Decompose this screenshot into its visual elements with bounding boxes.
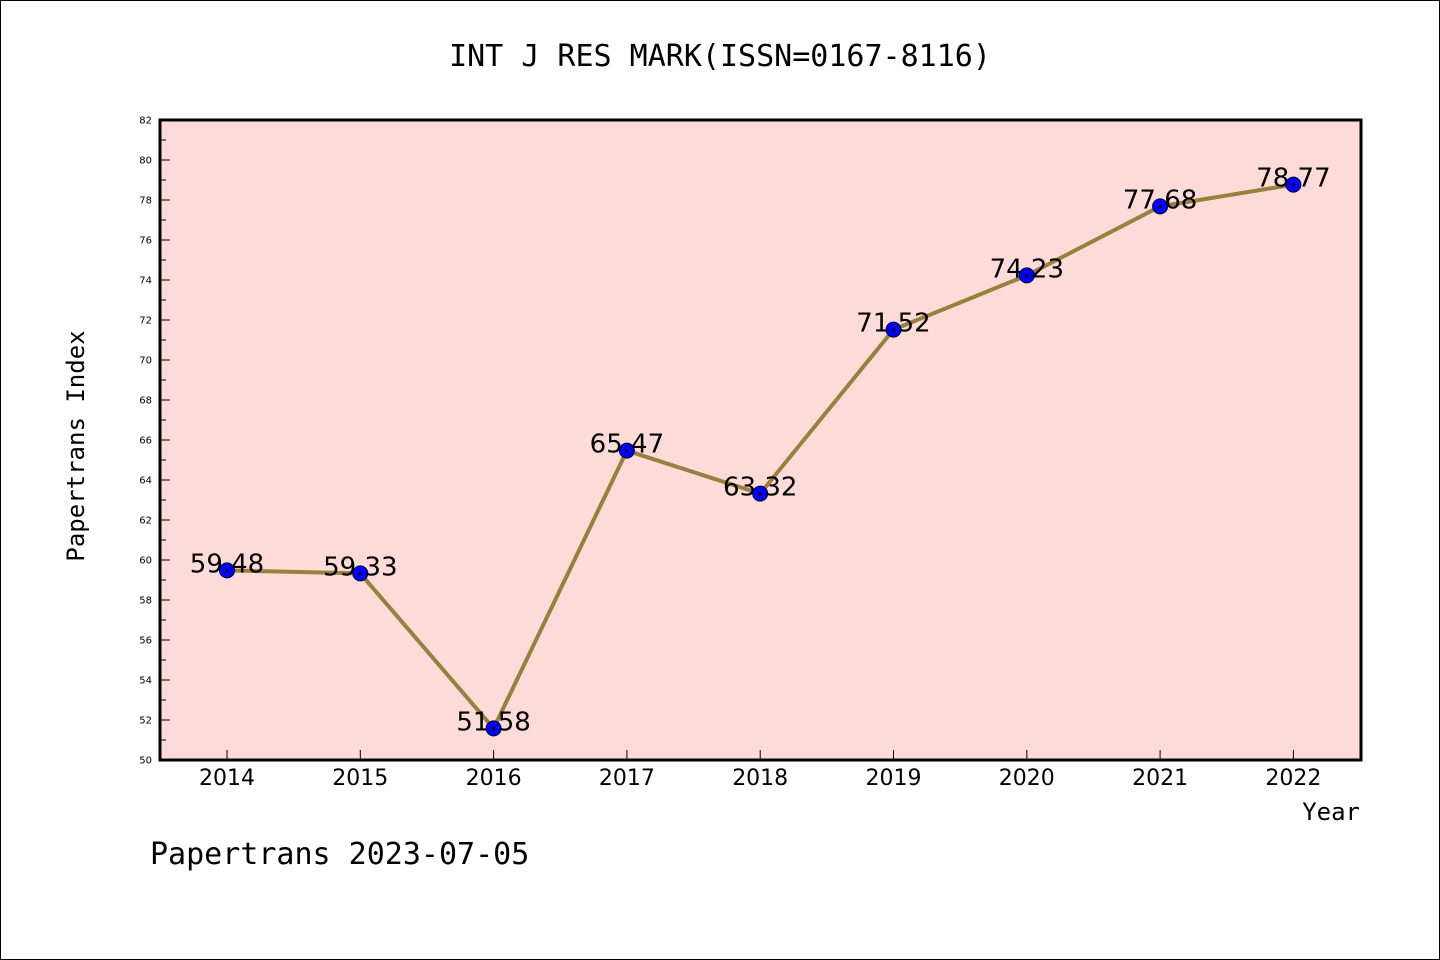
x-tick-label: 2017 xyxy=(599,766,655,791)
y-tick-label: 78 xyxy=(139,196,152,207)
data-label: 59.33 xyxy=(323,552,397,582)
data-label: 59.48 xyxy=(190,549,264,579)
y-tick-label: 52 xyxy=(139,716,152,727)
x-tick-label: 2016 xyxy=(466,766,522,791)
data-label: 77.68 xyxy=(1123,185,1197,215)
data-point xyxy=(618,442,635,459)
y-tick-label: 58 xyxy=(139,596,152,607)
y-tick-label: 56 xyxy=(139,636,152,647)
data-label: 71.52 xyxy=(856,309,930,339)
y-tick-label: 62 xyxy=(139,516,152,527)
data-label: 78.77 xyxy=(1256,164,1330,194)
plot-area xyxy=(160,120,1361,760)
data-label: 74.23 xyxy=(990,254,1064,284)
x-axis-ticks: 2014 2015 2016 2017 2018 2019 2020 2021 2022 xyxy=(199,750,1321,791)
y-tick-label: 66 xyxy=(139,436,152,447)
x-axis-label: Year xyxy=(1302,798,1360,826)
y-tick-label: 68 xyxy=(139,396,152,407)
x-tick-label: 2019 xyxy=(866,766,922,791)
x-tick-label: 2021 xyxy=(1132,766,1188,791)
y-tick-label: 80 xyxy=(139,156,152,167)
data-point xyxy=(352,565,369,582)
x-tick-label: 2015 xyxy=(332,766,388,791)
footer-text: Papertrans 2023-07-05 xyxy=(150,837,529,872)
data-label: 63.32 xyxy=(723,473,797,503)
y-tick-label: 74 xyxy=(139,276,152,287)
x-tick-label: 2020 xyxy=(999,766,1055,791)
data-point xyxy=(1018,267,1035,284)
y-tick-label: 64 xyxy=(139,476,152,487)
data-point xyxy=(1285,176,1302,193)
data-point xyxy=(752,485,769,502)
data-point xyxy=(485,720,502,737)
x-tick-label: 2014 xyxy=(199,766,255,791)
data-point xyxy=(219,562,235,579)
y-axis-ticks: 50 52 54 56 58 60 62 64 66 68 70 72 74 76 78 80 82 xyxy=(139,116,170,767)
data-label: 65.47 xyxy=(590,430,664,460)
y-tick-label: 60 xyxy=(139,556,152,567)
y-tick-label: 72 xyxy=(139,316,152,327)
data-markers xyxy=(219,176,1302,737)
x-tick-label: 2018 xyxy=(732,766,788,791)
y-tick-label: 50 xyxy=(139,756,152,767)
data-label: 51.58 xyxy=(456,707,530,737)
data-point xyxy=(885,321,902,338)
chart-title: INT J RES MARK(ISSN=0167-8116) xyxy=(449,39,991,74)
y-tick-label: 76 xyxy=(139,236,152,247)
y-tick-label: 82 xyxy=(139,116,152,127)
data-labels: 59.48 59.33 51.58 65.47 63.32 71.52 74.23 77.68… xyxy=(190,164,1331,738)
y-tick-label: 70 xyxy=(139,356,152,367)
plot-border xyxy=(158,118,1363,762)
y-axis-label: Papertrans Index xyxy=(62,330,90,561)
data-point xyxy=(1152,198,1169,215)
y-tick-label: 54 xyxy=(139,676,152,687)
x-tick-label: 2022 xyxy=(1265,766,1321,791)
